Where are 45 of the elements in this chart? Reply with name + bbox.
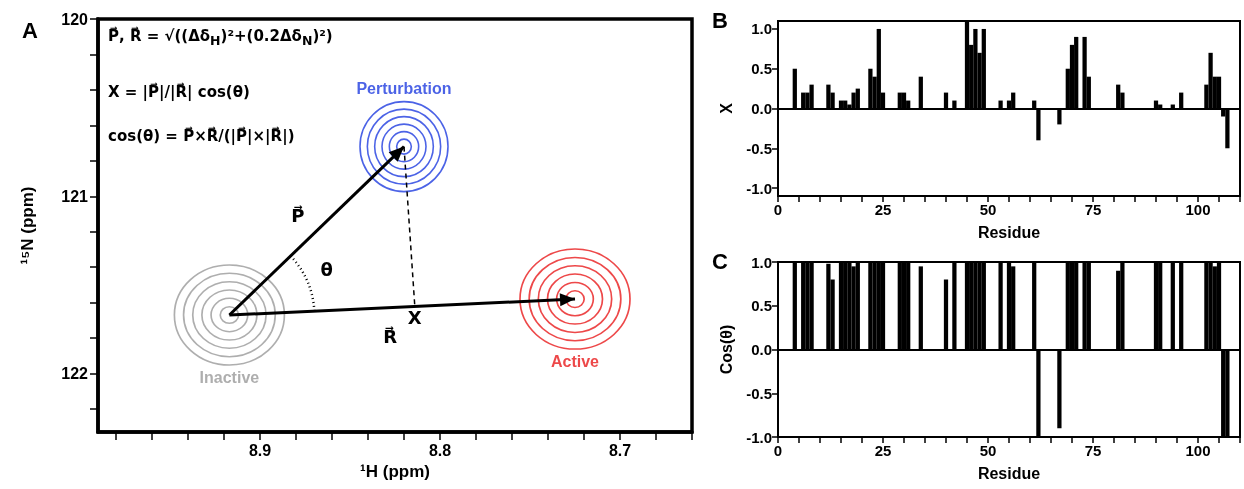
text: B: [712, 8, 728, 34]
annotation: P⃗, R⃗ = √((Δδ$_{H}$)²+(0.2Δδ$_{N}$)²): [108, 27, 333, 48]
x-tick-label: 100: [1185, 442, 1211, 459]
x-tick-label: 25: [874, 442, 892, 459]
y-tick-label: 0.0: [751, 341, 772, 358]
annotation: X = |P⃗|/|R⃗| cos(θ): [108, 83, 250, 101]
x-tick-label: 50: [979, 442, 997, 459]
x-axis-title: ¹H (ppm): [360, 461, 430, 481]
x-tick-label: 100: [1185, 201, 1211, 218]
y-tick-label: 120: [61, 10, 89, 28]
y-axis-title: X: [717, 102, 735, 114]
x-tick-label: 8.7: [608, 441, 632, 459]
x-tick-label: 75: [1084, 442, 1102, 459]
x-tick-label: 0: [773, 201, 783, 218]
series-label: Active: [550, 353, 600, 371]
annotation: cos(θ) = P⃗×R⃗/(|P⃗|×|R⃗|): [108, 127, 295, 145]
y-tick-label: -1.0: [746, 179, 772, 197]
x-tick-label: 0: [773, 442, 783, 459]
series-label: Perturbation: [356, 80, 452, 98]
annotation: R⃗: [383, 325, 398, 347]
y-tick-label: 121: [61, 187, 89, 205]
x-axis-title: Residue: [977, 464, 1041, 482]
annotation: θ: [320, 258, 333, 280]
x-tick-label: 8.8: [428, 441, 452, 459]
y-axis-title: Cos(θ): [717, 324, 735, 375]
y-tick-label: 122: [61, 365, 89, 383]
y-axis-title: ¹⁵N (ppm): [18, 186, 37, 265]
text: A: [22, 18, 38, 44]
y-tick-label: 1.0: [751, 20, 772, 38]
y-tick-label: -1.0: [746, 428, 772, 446]
text: Inactive: [199, 369, 260, 387]
text: C: [712, 249, 728, 275]
annotation: X: [407, 306, 422, 328]
x-axis-title: Residue: [977, 223, 1041, 241]
y-tick-label: 0.5: [751, 60, 772, 78]
y-tick-label: 1.0: [751, 253, 772, 271]
y-tick-label: 0.0: [751, 100, 772, 117]
x-tick-label: 50: [979, 201, 997, 218]
y-tick-label: -0.5: [746, 139, 772, 157]
x-tick-label: 75: [1084, 201, 1102, 218]
y-tick-label: 0.5: [751, 297, 772, 315]
x-tick-label: 8.9: [248, 441, 272, 459]
y-tick-label: -0.5: [746, 384, 772, 402]
x-tick-label: 25: [874, 201, 892, 218]
annotation: P⃗: [291, 205, 305, 227]
